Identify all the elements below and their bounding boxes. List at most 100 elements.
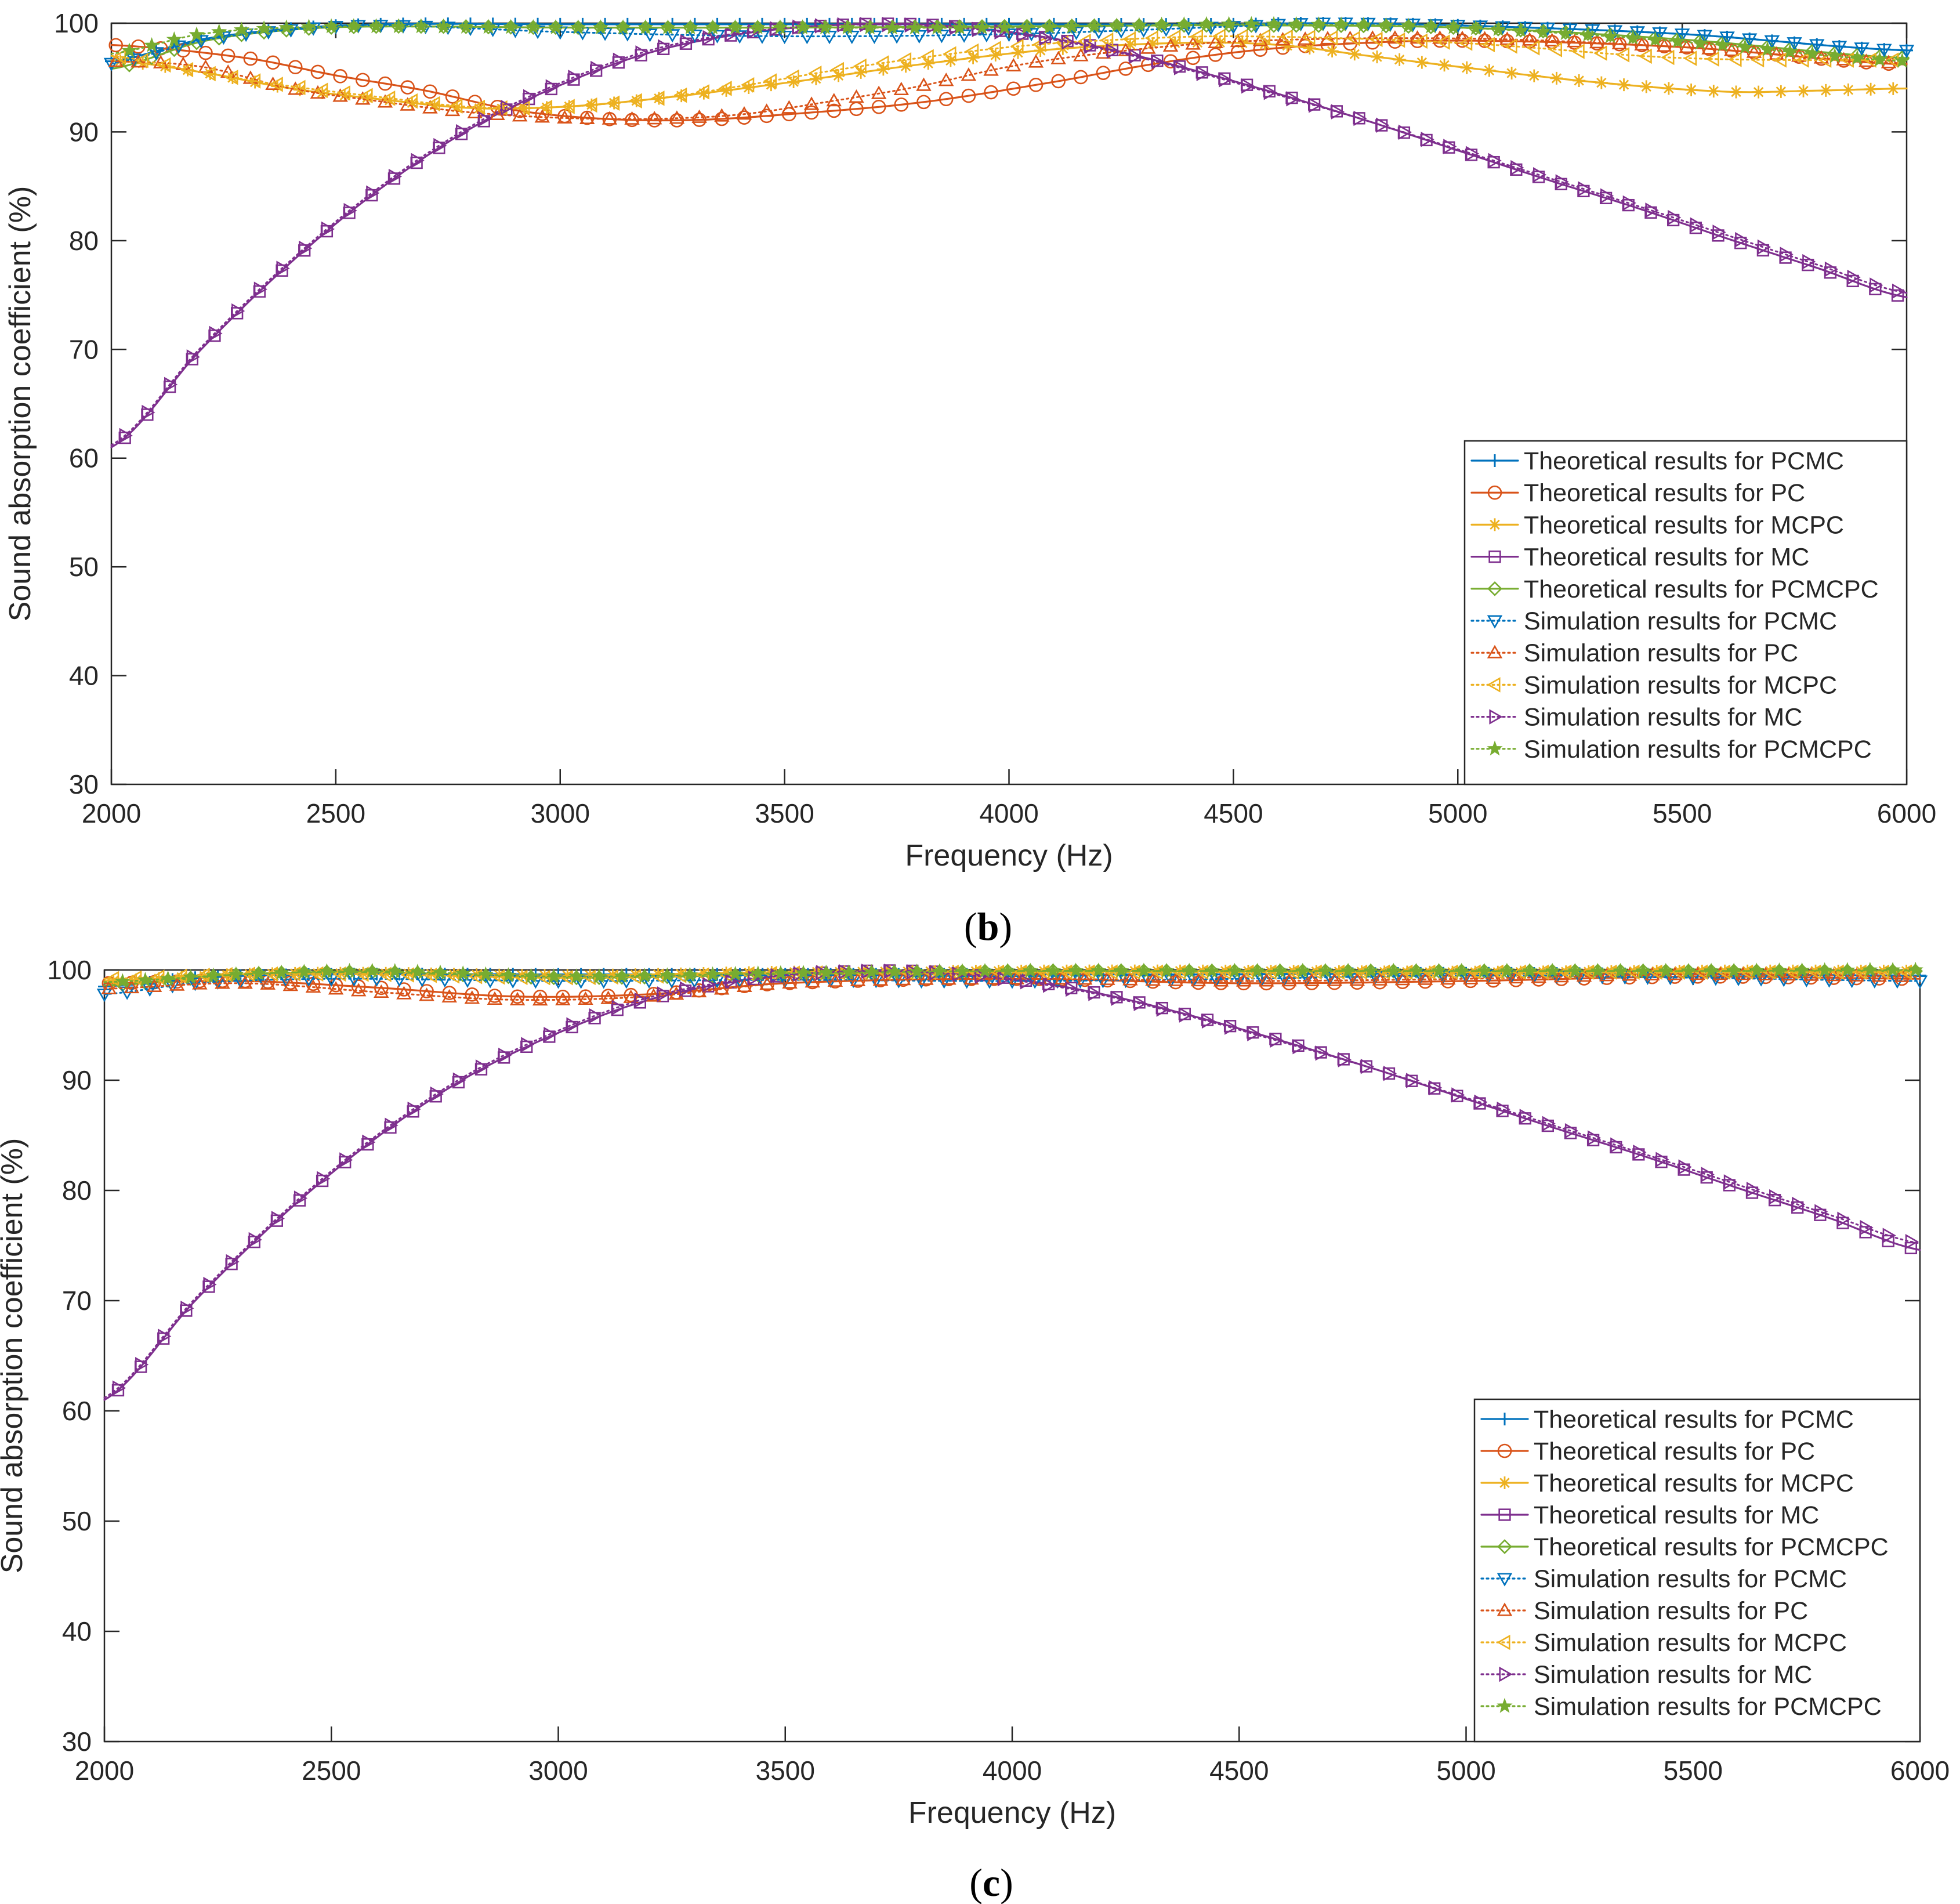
data-point: [1490, 964, 1503, 980]
data-point: [1400, 965, 1414, 979]
data-point: [1226, 962, 1243, 978]
data-point: [1295, 962, 1311, 978]
x-tick-label: 5000: [1436, 1755, 1495, 1786]
data-point: [1600, 188, 1614, 204]
data-point: [423, 968, 437, 983]
data-point: [1224, 1019, 1238, 1035]
series-line: [110, 35, 1908, 109]
data-point: [189, 26, 205, 42]
data-point: [1555, 174, 1569, 190]
legend-marker: [1497, 1539, 1512, 1554]
legend-entry: Theoretical results for PCMCPC: [1524, 575, 1879, 603]
data-point: [1054, 971, 1070, 984]
data-point: [1535, 23, 1551, 39]
data-point: [1907, 962, 1923, 977]
x-tick-label: 6000: [1877, 798, 1936, 828]
data-point: [1019, 19, 1035, 34]
data-point: [379, 967, 393, 980]
data-point: [1589, 962, 1606, 978]
data-point: [548, 19, 564, 35]
legend: Theoretical results for PCMC Theoretical …: [1463, 440, 1908, 786]
data-point: [1349, 972, 1365, 986]
data-point: [1369, 31, 1383, 48]
data-point: [234, 27, 249, 42]
data-point: [1567, 34, 1582, 48]
data-point: [209, 325, 223, 342]
data-point: [546, 968, 562, 983]
data-point: [1644, 967, 1660, 980]
data-point: [1204, 962, 1220, 978]
data-point: [1400, 17, 1416, 33]
data-point: [1136, 962, 1152, 978]
data-point: [759, 103, 774, 117]
legend-entry: Theoretical results for MC: [1534, 1501, 1819, 1529]
data-point: [1678, 1159, 1692, 1175]
data-point: [1126, 964, 1140, 980]
data-point: [1548, 42, 1563, 57]
data-point: [1173, 60, 1188, 75]
data-point: [480, 19, 497, 34]
data-point: [407, 1101, 421, 1117]
data-point: [112, 1380, 126, 1396]
data-point: [266, 55, 280, 70]
y-tick-label: 90: [62, 1065, 92, 1095]
data-point: [1172, 964, 1186, 980]
data-point: [1096, 66, 1111, 80]
data-point: [273, 964, 289, 980]
data-point: [1469, 965, 1482, 979]
data-point: [269, 77, 283, 92]
data-point: [198, 45, 213, 60]
data-point: [568, 70, 582, 85]
data-point: [1764, 35, 1780, 49]
data-point: [1827, 48, 1843, 63]
data-point: [963, 971, 979, 985]
data-point: [108, 53, 124, 67]
data-point: [362, 1134, 376, 1150]
data-point: [1819, 84, 1832, 97]
data-point: [984, 85, 998, 100]
data-point: [1521, 32, 1538, 46]
data-point: [826, 93, 842, 107]
data-point: [1705, 51, 1719, 67]
data-point: [1168, 972, 1183, 986]
data-point: [317, 1171, 331, 1186]
data-point: [899, 60, 912, 73]
data-point: [647, 113, 662, 128]
data-point: [1234, 28, 1248, 44]
data-point: [1423, 18, 1439, 34]
data-point: [1081, 964, 1095, 980]
data-point: [1510, 160, 1524, 176]
data-point: [490, 106, 505, 120]
data-point: [1635, 962, 1651, 978]
data-point: [323, 18, 339, 34]
data-point: [433, 137, 447, 154]
data-point: [1519, 1109, 1533, 1124]
data-point: [1674, 28, 1690, 42]
data-point: [922, 57, 935, 70]
data-point: [674, 967, 687, 980]
data-point: [346, 973, 362, 987]
x-tick-label: 3000: [528, 1755, 588, 1786]
data-point: [516, 100, 530, 116]
data-point: [754, 30, 770, 44]
data-point: [1690, 966, 1705, 980]
data-point: [1415, 56, 1429, 69]
data-point: [1573, 74, 1586, 87]
data-point: [1348, 48, 1361, 61]
y-tick-label: 100: [54, 8, 99, 38]
data-point: [1408, 962, 1425, 978]
legend-entry: Simulation results for PC: [1524, 639, 1798, 667]
data-point: [180, 1301, 194, 1316]
data-point: [1243, 16, 1259, 31]
data-point: [561, 99, 575, 114]
data-point: [1363, 962, 1379, 978]
data-point: [997, 19, 1013, 35]
data-point: [1875, 964, 1889, 980]
panel-label: (b): [964, 904, 1012, 949]
data-point: [1020, 974, 1034, 990]
data-point: [278, 19, 295, 35]
data-point: [872, 972, 889, 986]
legend-entry: Theoretical results for PCMC: [1524, 447, 1844, 475]
panel-c: 2000 2500 3000 3500 4000 4500 5000 5500 6000 30 40…: [0, 955, 1950, 1904]
data-point: [1905, 1234, 1919, 1250]
